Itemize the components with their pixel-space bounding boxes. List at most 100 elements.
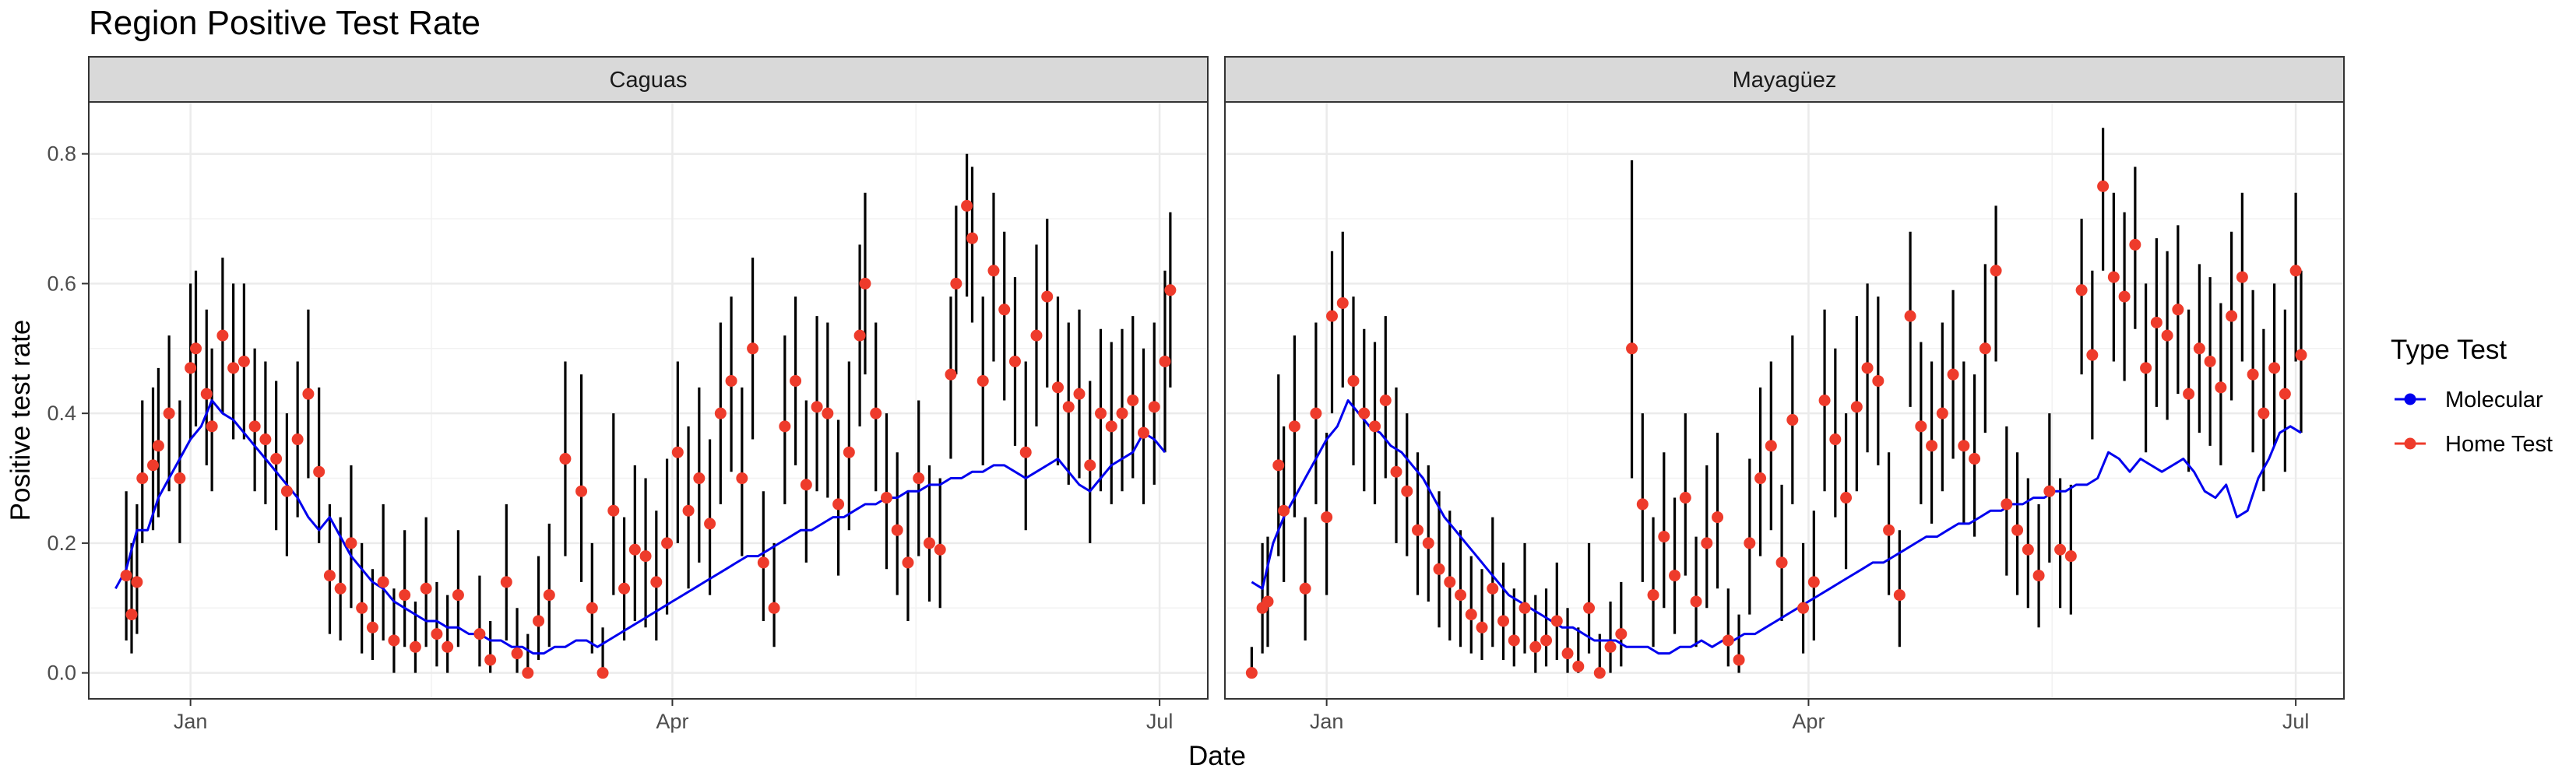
panel-border [88, 101, 1209, 700]
data-point-home-test [790, 374, 802, 387]
data-point-home-test [923, 537, 935, 549]
data-point-home-test [1936, 407, 1948, 419]
data-point-home-test [1561, 647, 1574, 660]
legend-title: Type Test [2391, 335, 2507, 365]
facet-strip-label: Mayagüez [1733, 68, 1837, 93]
data-point-home-test [945, 368, 957, 381]
data-point-home-test [543, 589, 555, 602]
data-point-home-test [768, 602, 780, 614]
data-point-home-test [559, 453, 572, 465]
data-point-home-test [2236, 271, 2248, 283]
data-point-home-test [779, 420, 791, 433]
data-point-home-test [859, 277, 871, 290]
data-point-home-test [1926, 440, 1938, 452]
data-point-home-test [2289, 265, 2302, 277]
data-point-home-test [500, 576, 512, 588]
data-point-home-test [2140, 362, 2152, 374]
x-tick-label: Jul [2282, 710, 2310, 733]
data-point-home-test [757, 556, 769, 569]
data-point-home-test [1519, 602, 1531, 614]
data-point-home-test [313, 465, 326, 478]
data-point-home-test [2215, 381, 2227, 394]
x-tick-label: Jan [174, 710, 208, 733]
data-point-home-test [147, 459, 160, 472]
data-point-home-test [216, 329, 229, 342]
data-point-home-test [2054, 543, 2067, 556]
data-point-home-test [125, 609, 138, 621]
data-point-home-test [1797, 602, 1810, 614]
data-point-home-test [2011, 524, 2024, 536]
data-point-home-test [736, 472, 748, 485]
data-point-home-test [1669, 570, 1681, 582]
data-point-home-test [1379, 395, 1392, 406]
data-point-home-test [628, 543, 641, 556]
data-point-home-test [987, 265, 1000, 277]
data-point-home-test [248, 420, 261, 433]
data-point-home-test [1073, 388, 1086, 400]
data-point-home-test [1861, 362, 1874, 374]
data-point-home-test [671, 446, 684, 458]
data-point-home-test [1733, 654, 1745, 666]
data-point-home-test [1701, 537, 1713, 549]
data-point-home-test [1422, 537, 1434, 549]
data-point-home-test [473, 628, 486, 640]
data-point-home-test [2001, 498, 2013, 511]
data-point-home-test [131, 576, 143, 588]
data-point-home-test [1105, 420, 1117, 433]
data-point-home-test [174, 472, 186, 485]
x-tick-label: Apr [1792, 710, 1825, 733]
data-point-home-test [1722, 634, 1734, 647]
legend-key-point [2404, 393, 2416, 405]
data-point-home-test [1529, 640, 1542, 653]
y-tick-label: 0.0 [47, 661, 76, 685]
data-point-home-test [725, 374, 737, 387]
data-point-home-test [1647, 589, 1659, 602]
legend: Type Test Molecular Home Test [2391, 335, 2553, 457]
panel-background [89, 102, 1208, 699]
data-point-home-test [452, 589, 464, 602]
data-point-home-test [1850, 401, 1863, 413]
data-point-home-test [913, 472, 925, 485]
data-point-home-test [1679, 492, 1691, 504]
data-point-home-test [1615, 628, 1628, 640]
data-point-home-test [2022, 543, 2034, 556]
data-point-home-test [1754, 472, 1767, 485]
data-point-home-test [1583, 602, 1596, 614]
data-point-home-test [334, 582, 347, 595]
data-point-home-test [136, 472, 149, 485]
data-point-home-test [2279, 388, 2291, 400]
legend-key-point [2404, 437, 2416, 450]
data-point-home-test [356, 602, 368, 614]
data-point-home-test [1084, 459, 1096, 472]
data-point-home-test [1690, 595, 1702, 608]
data-point-home-test [533, 615, 545, 627]
data-point-home-test [366, 621, 378, 633]
data-point-home-test [511, 647, 523, 660]
chart-title: Region Positive Test Rate [89, 4, 480, 42]
data-point-home-test [1358, 407, 1371, 419]
data-point-home-test [961, 199, 973, 212]
data-point-home-test [934, 543, 946, 556]
data-point-home-test [1094, 407, 1107, 419]
data-point-home-test [586, 602, 598, 614]
x-axis-title: Date [1188, 741, 1246, 771]
facet-strip [88, 56, 1209, 103]
data-point-home-test [1497, 615, 1510, 627]
data-point-home-test [977, 374, 989, 387]
data-point-home-test [1508, 634, 1520, 647]
data-point-home-test [206, 420, 218, 433]
data-point-home-test [1347, 374, 1360, 387]
data-point-home-test [200, 388, 213, 400]
data-point-home-test [1465, 609, 1477, 621]
data-point-home-test [2172, 304, 2184, 316]
data-point-home-test [1137, 426, 1149, 439]
data-point-home-test [1744, 537, 1756, 549]
data-point-home-test [747, 342, 759, 355]
data-point-home-test [388, 634, 400, 647]
data-point-home-test [661, 537, 674, 549]
data-point-home-test [2183, 388, 2195, 400]
data-point-home-test [323, 570, 336, 582]
data-point-home-test [259, 433, 272, 446]
data-point-home-test [1369, 420, 1381, 433]
data-point-home-test [1958, 440, 1970, 452]
